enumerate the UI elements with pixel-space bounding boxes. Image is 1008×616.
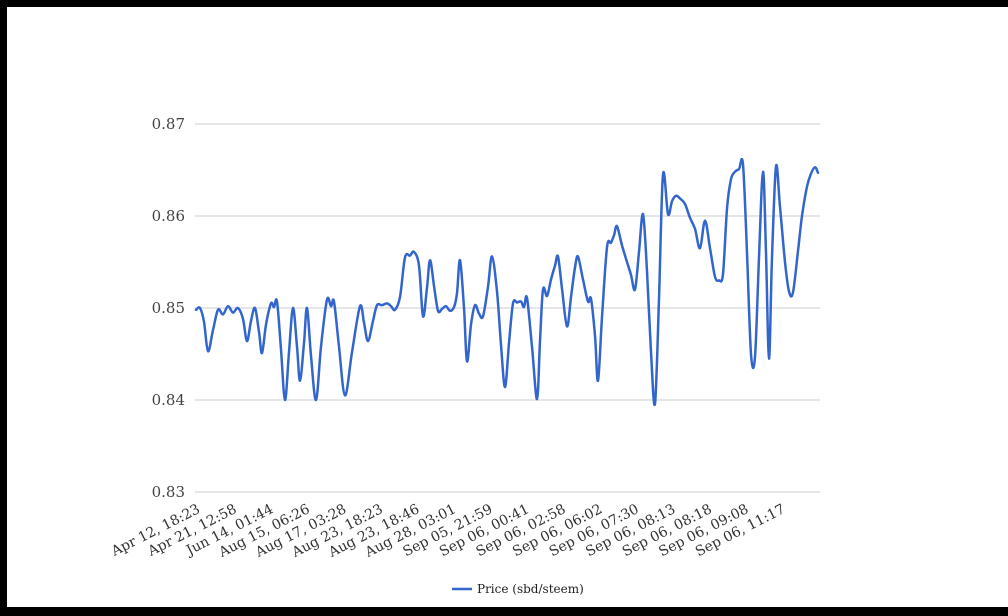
- legend-label: Price (sbd/steem): [477, 582, 584, 596]
- legend: Price (sbd/steem): [452, 582, 584, 596]
- y-tick-label: 0.85: [152, 299, 185, 317]
- y-axis-labels: 0.87 0.86 0.85 0.84 0.83: [152, 115, 185, 501]
- gridlines: [195, 123, 820, 493]
- price-series-line[interactable]: [194, 157, 820, 407]
- chart-canvas: [7, 7, 1008, 607]
- y-tick-label: 0.84: [152, 391, 185, 409]
- y-tick-label: 0.86: [152, 207, 185, 225]
- y-tick-label: 0.87: [152, 115, 185, 133]
- y-tick-label: 0.83: [152, 483, 185, 501]
